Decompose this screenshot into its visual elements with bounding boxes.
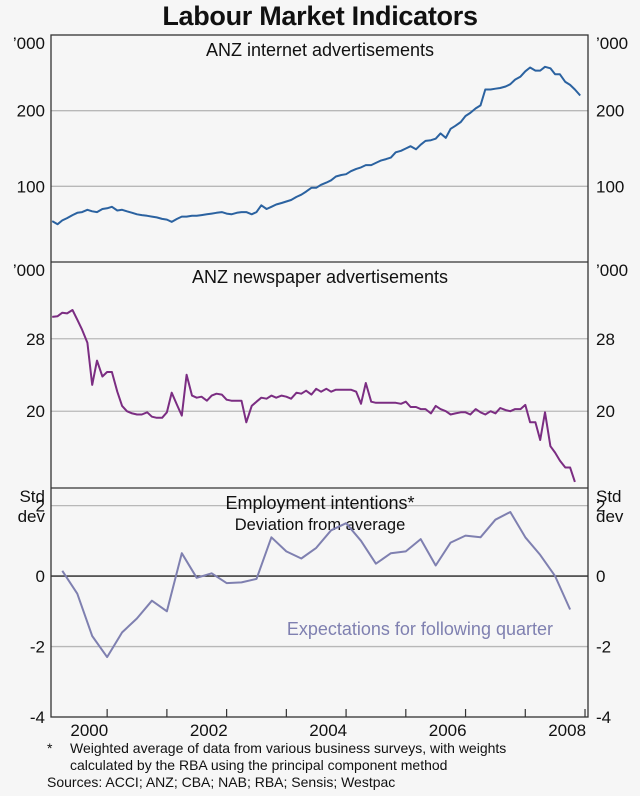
panel-internet: 100 100 200 200 ’000 ’000 ANZ internet adverti…	[13, 34, 628, 226]
y-tick-label-right: 200	[596, 102, 624, 121]
y-tick-label-right: 20	[596, 402, 615, 421]
unit-label-right: ’000	[596, 261, 628, 280]
x-tick-label: 2008	[548, 721, 586, 740]
y-tick-label-left: 28	[26, 330, 45, 349]
footnote-line-2: calculated by the RBA using the principa…	[70, 757, 448, 773]
y-tick-label-right: 2	[596, 497, 605, 516]
y-tick-label-right: -2	[596, 638, 611, 657]
panel-newspaper: 20 20 28 28 ’000 ’000 ANZ newspaper advertisem…	[13, 261, 628, 483]
x-tick-label: 2006	[429, 721, 467, 740]
footnote-star: *	[47, 740, 53, 756]
unit-label-right: Std	[596, 487, 622, 506]
y-tick-label-left: -2	[30, 638, 45, 657]
panel-title: ANZ newspaper advertisements	[192, 267, 448, 287]
y-tick-label-left: 100	[17, 177, 45, 196]
unit-label-right: dev	[596, 507, 624, 526]
footnote-line-1: Weighted average of data from various bu…	[70, 740, 507, 756]
y-tick-label-right: 0	[596, 567, 605, 586]
y-tick-label-left: 200	[17, 102, 45, 121]
y-tick-label-right: 28	[596, 330, 615, 349]
x-tick-label: 2004	[309, 721, 347, 740]
y-tick-label-right: 100	[596, 177, 624, 196]
panel-subtitle: Deviation from average	[235, 516, 406, 534]
series-line-employment	[61, 511, 572, 659]
x-tick-label: 2002	[190, 721, 228, 740]
unit-label-left: dev	[18, 507, 46, 526]
series-line-internet	[51, 65, 581, 226]
panel-title: Employment intentions*	[225, 493, 414, 513]
y-tick-label-left: -4	[30, 708, 45, 727]
unit-label-left: Std	[19, 487, 45, 506]
y-tick-label-left: 2	[36, 497, 45, 516]
y-tick-label-right: -4	[596, 708, 611, 727]
series-line-newspaper	[52, 309, 576, 483]
panel-title: ANZ internet advertisements	[206, 40, 434, 60]
unit-label-left: ’000	[13, 261, 45, 280]
x-tick-label: 2000	[70, 721, 108, 740]
y-tick-label-left: 0	[36, 567, 45, 586]
unit-label-left: ’000	[13, 34, 45, 53]
unit-label-right: ’000	[596, 34, 628, 53]
sources-note: Sources: ACCI; ANZ; CBA; NAB; RBA; Sensi…	[47, 774, 396, 790]
y-tick-label-left: 20	[26, 402, 45, 421]
plot-frame	[50, 34, 589, 718]
series-annotation: Expectations for following quarter	[287, 619, 553, 639]
chart-title: Labour Market Indicators	[162, 1, 478, 31]
